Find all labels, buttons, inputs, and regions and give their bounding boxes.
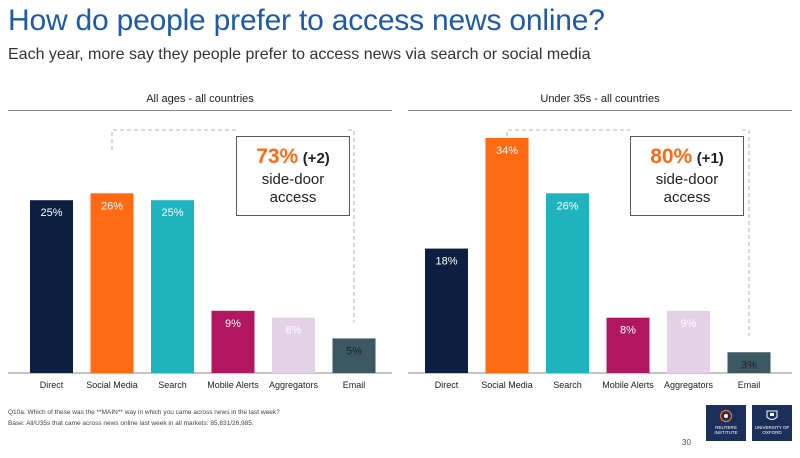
bar-all-ages: [211, 310, 255, 373]
bar-all-ages: [30, 200, 73, 373]
data-label-under-35s: 18%: [435, 256, 457, 268]
category-label-all-ages: Search: [158, 380, 187, 390]
category-label-all-ages: Mobile Alerts: [207, 380, 259, 390]
reuters-crest-icon: [719, 409, 733, 423]
data-label-all-ages: 25%: [161, 207, 183, 219]
header-rule-left: [8, 110, 392, 111]
data-label-under-35s: 26%: [556, 200, 578, 212]
data-label-all-ages: 5%: [346, 345, 362, 357]
bar-all-ages: [332, 338, 376, 373]
bar-under-35s: [425, 248, 468, 373]
bar-under-35s: [606, 317, 650, 373]
bracket-line-all-ages: [348, 129, 355, 323]
chart-title-under-35s: Under 35s - all countries: [540, 93, 660, 105]
bar-under-35s: [485, 138, 529, 373]
page-subtitle: Each year, more say they people prefer t…: [8, 46, 591, 63]
category-label-all-ages: Direct: [40, 380, 64, 390]
bar-all-ages: [151, 200, 194, 373]
bracket-line-all-ages: [111, 129, 236, 150]
page-number: 30: [682, 438, 691, 447]
bar-under-35s: [727, 352, 771, 373]
header-rule-right: [408, 110, 792, 111]
data-label-all-ages: 26%: [101, 200, 123, 212]
data-label-all-ages: 9%: [225, 318, 241, 330]
bracket-line-under-35s: [506, 129, 630, 150]
bar-all-ages: [90, 193, 134, 373]
category-label-under-35s: Email: [738, 380, 761, 390]
category-label-all-ages: Email: [343, 380, 366, 390]
callout-value: 80%: [650, 145, 693, 168]
bar-all-ages: [272, 317, 315, 373]
chart-title-all-ages: All ages - all countries: [146, 93, 254, 105]
callout-label: side-door access: [261, 171, 325, 206]
category-label-under-35s: Direct: [435, 380, 459, 390]
callout-label: side-door access: [655, 171, 719, 206]
reuters-institute-logo: REUTERS INSTITUTE: [706, 405, 746, 441]
reuters-logo-text: REUTERS INSTITUTE: [714, 425, 738, 435]
data-label-all-ages: 25%: [40, 207, 62, 219]
data-label-under-35s: 9%: [681, 318, 697, 330]
bar-under-35s: [546, 193, 589, 373]
category-label-under-35s: Social Media: [481, 380, 533, 390]
data-label-all-ages: 8%: [286, 325, 302, 337]
callout-box-all-ages: 73% (+2) side-door access: [236, 136, 350, 216]
callout-change: (+1): [696, 150, 724, 167]
data-label-under-35s: 34%: [496, 145, 518, 157]
bracket-line-under-35s: [742, 129, 750, 337]
category-label-under-35s: Search: [553, 380, 582, 390]
category-label-all-ages: Social Media: [86, 380, 138, 390]
oxford-crest-icon: [766, 410, 778, 420]
page-title: How do people prefer to access news onli…: [8, 4, 605, 37]
category-label-all-ages: Aggregators: [269, 380, 319, 390]
category-label-under-35s: Aggregators: [664, 380, 714, 390]
bar-under-35s: [667, 310, 710, 373]
callout-value: 73%: [256, 145, 299, 168]
footnote-base: Base: All/U35s that came across news onl…: [8, 420, 254, 427]
oxford-logo-text: UNIVERSITY OF OXFORD: [754, 425, 790, 435]
category-label-under-35s: Mobile Alerts: [602, 380, 654, 390]
callout-change: (+2): [302, 150, 330, 167]
data-label-under-35s: 8%: [620, 325, 636, 337]
callout-box-under-35s: 80% (+1) side-door access: [630, 136, 744, 216]
footnote-question: Q10a. Which of these was the **MAIN** wa…: [8, 409, 280, 416]
data-label-under-35s: 3%: [741, 359, 757, 371]
oxford-university-logo: UNIVERSITY OF OXFORD: [752, 405, 792, 441]
